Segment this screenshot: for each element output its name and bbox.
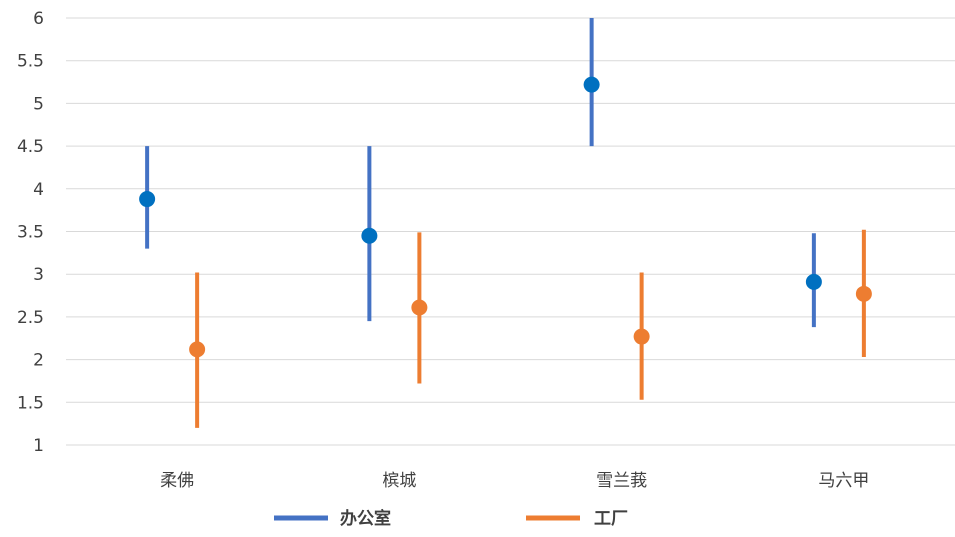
- legend: 办公室 工厂: [274, 508, 628, 529]
- legend-label: 工厂: [594, 509, 628, 529]
- y-tick-label: 3: [33, 265, 44, 285]
- data-point: [855, 285, 872, 302]
- series-1: [189, 229, 872, 428]
- legend-label: 办公室: [340, 508, 391, 529]
- legend-item: 办公室: [274, 508, 391, 529]
- data-point: [411, 299, 428, 316]
- legend-item: 工厂: [526, 509, 628, 529]
- data-point: [805, 273, 822, 290]
- y-tick-label: 1.5: [17, 393, 44, 413]
- x-category-label: 槟城: [382, 471, 416, 491]
- y-tick-label: 3.5: [17, 223, 44, 243]
- gridlines: [66, 17, 955, 446]
- y-tick-label: 2: [33, 351, 44, 371]
- y-tick-label: 4.5: [17, 137, 44, 157]
- y-axis-ticks: 1 1.5 2 2.5 3 3.5 4 4.5 5 5.5 6: [17, 9, 44, 456]
- x-category-label: 马六甲: [818, 471, 869, 491]
- y-tick-label: 1: [33, 436, 44, 456]
- x-category-label: 雪兰莪: [596, 471, 647, 491]
- y-tick-label: 6: [33, 9, 44, 29]
- data-point: [189, 341, 206, 358]
- y-tick-label: 2.5: [17, 308, 44, 328]
- x-axis-categories: 柔佛 槟城 雪兰莪 马六甲: [160, 471, 869, 491]
- series-marks: [139, 18, 872, 428]
- y-tick-label: 5: [33, 94, 44, 114]
- data-point: [139, 191, 156, 208]
- data-point: [361, 227, 378, 244]
- data-point: [583, 76, 600, 93]
- y-tick-label: 5.5: [17, 52, 44, 72]
- data-point: [633, 328, 650, 345]
- x-category-label: 柔佛: [160, 471, 194, 491]
- series-0: [139, 18, 822, 328]
- y-tick-label: 4: [33, 180, 44, 200]
